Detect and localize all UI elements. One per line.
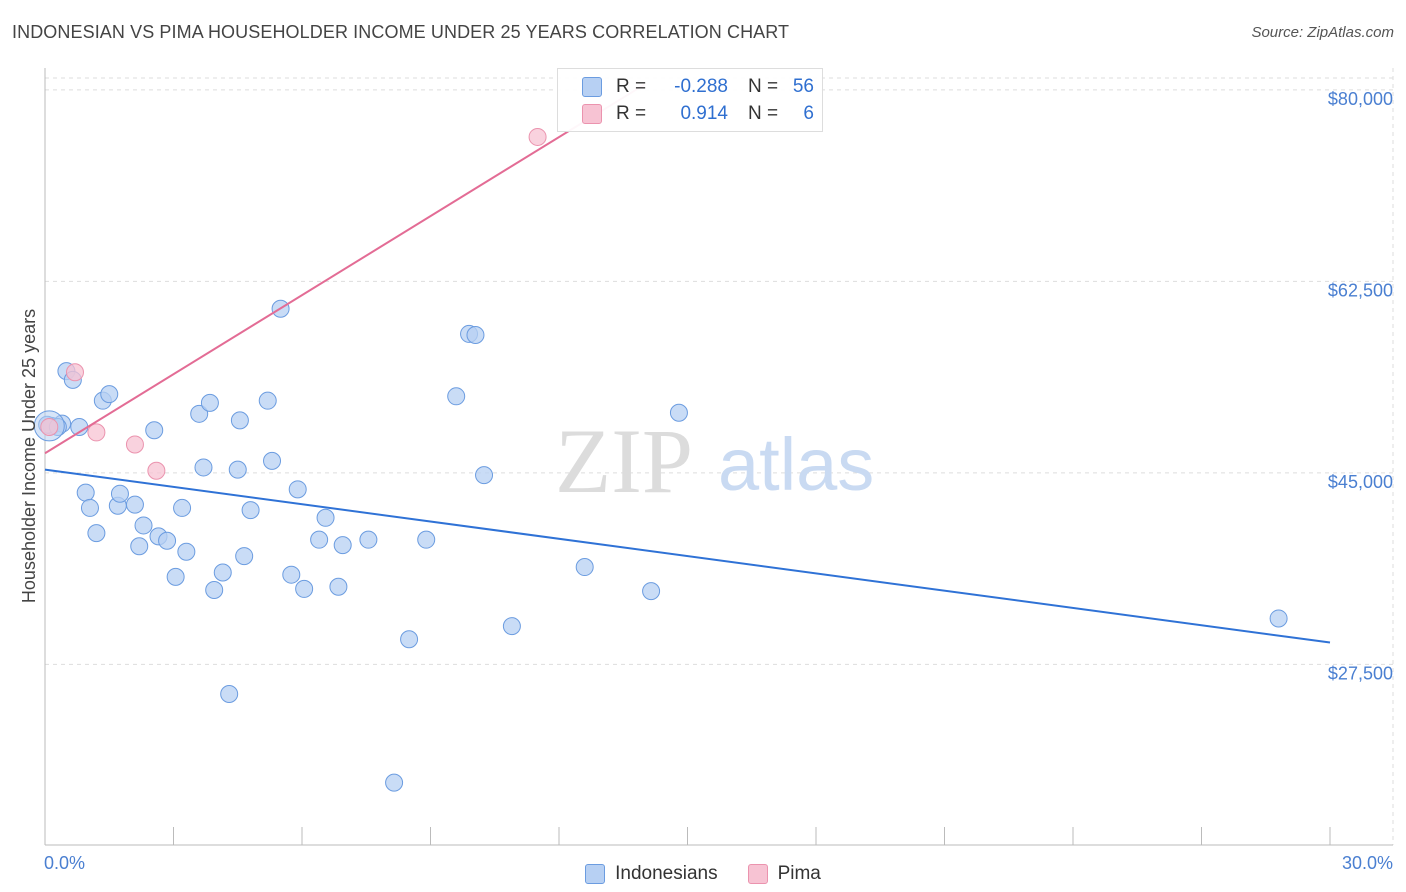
- indonesian-point: [130, 537, 149, 556]
- indonesian-point: [258, 391, 277, 410]
- y-tick-label: $80,000: [1328, 89, 1393, 109]
- indonesian-point: [329, 577, 348, 596]
- indonesian-point: [134, 516, 153, 535]
- indonesian-point: [417, 530, 436, 549]
- watermark-zip: ZIP: [555, 410, 693, 512]
- indonesian-point: [194, 458, 213, 477]
- zipatlas-watermark: ZIP atlas: [555, 410, 874, 512]
- indonesian-point: [213, 563, 232, 582]
- pima-point: [125, 435, 144, 454]
- pima-point: [87, 423, 106, 442]
- chart-legend: Indonesians Pima: [0, 863, 1406, 885]
- indonesian-point: [80, 498, 99, 517]
- indonesian-point: [166, 567, 185, 586]
- indonesian-point: [310, 530, 329, 549]
- indonesian-point: [200, 393, 219, 412]
- indonesian-point: [235, 547, 254, 566]
- indonesian-point: [288, 480, 307, 499]
- pima-trendline: [44, 83, 646, 455]
- indonesian-point: [230, 411, 249, 430]
- indonesian-point: [145, 421, 164, 440]
- indonesian-point: [241, 501, 260, 520]
- watermark-atlas: atlas: [718, 423, 874, 506]
- indonesian-point: [502, 617, 521, 636]
- indonesian-point: [475, 466, 494, 485]
- indonesian-point: [87, 524, 106, 543]
- indonesian-point: [205, 581, 224, 600]
- pima-swatch: [747, 864, 768, 884]
- indonesian-point: [110, 484, 129, 503]
- y-tick-label: $62,500: [1328, 280, 1393, 300]
- legend-label: Pima: [777, 863, 821, 884]
- pima-point: [147, 461, 166, 480]
- indonesian-point: [466, 326, 485, 345]
- indonesian-point: [575, 558, 594, 577]
- legend-item-indonesians[interactable]: Indonesians: [585, 863, 718, 885]
- legend-item-pima[interactable]: Pima: [747, 863, 821, 885]
- indonesian-point: [173, 498, 192, 517]
- indonesian-point: [316, 508, 335, 527]
- y-tick-label: $45,000: [1328, 472, 1393, 492]
- indonesian-swatch: [582, 77, 602, 97]
- correlation-stats-box: R = -0.288 N = 56 R = 0.914 N = 6: [557, 68, 823, 132]
- stats-row-pima: R = 0.914 N = 6: [582, 100, 814, 128]
- source-credit: Source: ZipAtlas.com: [1251, 24, 1394, 41]
- n-label: N =: [748, 103, 779, 124]
- indonesian-point: [400, 630, 419, 649]
- legend-label: Indonesians: [615, 863, 718, 884]
- indonesian-point: [100, 385, 119, 404]
- pima-swatch: [582, 104, 602, 124]
- r-value: 0.914: [680, 103, 728, 124]
- n-value: 56: [792, 76, 814, 97]
- indonesian-point: [642, 582, 661, 601]
- indonesian-point: [333, 536, 352, 555]
- indonesian-trendline: [44, 468, 1331, 644]
- indonesian-point: [385, 773, 404, 792]
- indonesian-point: [669, 403, 688, 422]
- indonesian-point: [177, 542, 196, 561]
- indonesian-point: [228, 460, 247, 479]
- indonesian-swatch: [585, 864, 606, 884]
- indonesian-point: [220, 684, 239, 703]
- y-tick-label: $27,500: [1328, 663, 1393, 683]
- indonesian-point: [1269, 609, 1288, 628]
- indonesian-point: [282, 565, 301, 584]
- chart-title: INDONESIAN VS PIMA HOUSEHOLDER INCOME UN…: [12, 22, 790, 42]
- pima-point: [65, 363, 84, 382]
- indonesian-point: [295, 579, 314, 598]
- pima-point: [40, 417, 59, 436]
- r-label: R =: [616, 76, 647, 97]
- y-axis-label: Householder Income Under 25 years: [19, 309, 39, 603]
- x-tick-label-start: 0.0%: [44, 853, 85, 873]
- n-label: N =: [748, 76, 779, 97]
- stats-row-indonesians: R = -0.288 N = 56: [582, 73, 814, 101]
- indonesian-point: [447, 387, 466, 406]
- indonesian-point: [263, 451, 282, 470]
- indonesian-point: [125, 495, 144, 514]
- r-label: R =: [616, 103, 647, 124]
- r-value: -0.288: [674, 76, 728, 97]
- n-value: 6: [803, 103, 814, 124]
- indonesian-point: [76, 483, 95, 502]
- indonesian-point: [359, 530, 378, 549]
- indonesian-point: [190, 404, 209, 423]
- pima-point: [528, 127, 547, 146]
- x-tick-label-end: 30.0%: [1342, 853, 1393, 873]
- indonesian-point: [158, 531, 177, 550]
